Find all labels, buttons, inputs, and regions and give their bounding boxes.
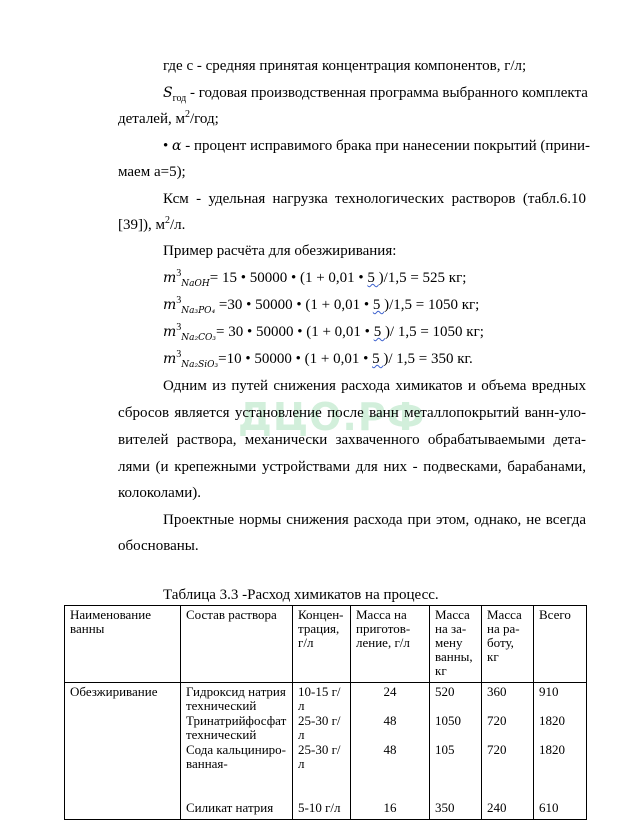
text-line: деталей, м2/год; [118,109,219,128]
text-line: • α - процент исправимого брака при нане… [163,138,591,154]
header-cell: Всего [533,605,587,683]
text-line: Одним из путей снижения расхода химикато… [163,378,586,394]
text-line: вителей раствора, механически захваченно… [118,432,586,448]
formula-na2sio3: m3Na₂SiO₃=10 • 50000 • (1 + 0,01 • 5 )/ … [163,349,473,370]
text-line: где с - средняя принятая концентрация ко… [163,58,527,74]
chemicals-table: Наименование ванны Состав раствора Конце… [64,605,587,820]
text-line: сбросов является установление после ванн… [118,405,586,421]
work-cell: 360 720 720 240 [481,682,534,820]
watermark: ДЦО.РФ [238,395,426,439]
table-row: Обезжиривание Гидроксид натрия техническ… [64,682,587,820]
text-line: колоколами). [118,485,202,501]
preparation-cell: 24 48 48 16 [350,682,430,820]
text-line: Пример расчёта для обезжиривания: [163,243,397,259]
bath-cell: Обезжиривание [64,682,181,820]
text-line: [39]), м2/л. [118,215,186,234]
header-cell: Масса на ра-боту, кг [481,605,534,683]
formula-na3po4: m3Na₃PO₄ =30 • 50000 • (1 + 0,01 • 5 )/1… [163,295,480,316]
header-cell: Наименование ванны [64,605,181,683]
text-line: лями (и крепежными устройствами для них … [118,459,586,475]
header-cell: Состав раствора [180,605,293,683]
replacement-cell: 520 1050 105 350 [429,682,482,820]
header-cell: Концен-трация, г/л [292,605,351,683]
text-line: обоснованы. [118,538,199,554]
table-header-row: Наименование ванны Состав раствора Конце… [64,605,587,683]
text-line: Ксм - удельная нагрузка технологических … [163,191,586,207]
header-cell: Масса на за-мену ванны, кг [429,605,482,683]
formula-na2co3: m3Na₂CO₃= 30 • 50000 • (1 + 0,01 • 5 )/ … [163,322,484,343]
formula-naoh: m3NaOH= 15 • 50000 • (1 + 0,01 • 5 )/1,5… [163,268,467,289]
table-caption: Таблица 3.3 -Расход химикатов на процесс… [163,587,439,603]
concentration-cell: 10-15 г/л 25-30 г/л 25-30 г/л 5-10 г/л [292,682,351,820]
text-line: Sгод - годовая производственная программ… [163,85,588,104]
composition-cell: Гидроксид натрия технический Тринатрийфос… [180,682,293,820]
header-cell: Масса на приготов-ление, г/л [350,605,430,683]
text-line: маем а=5); [118,164,186,180]
text-line: Проектные нормы снижения расхода при это… [163,512,586,528]
total-cell: 910 1820 1820 610 [533,682,587,820]
